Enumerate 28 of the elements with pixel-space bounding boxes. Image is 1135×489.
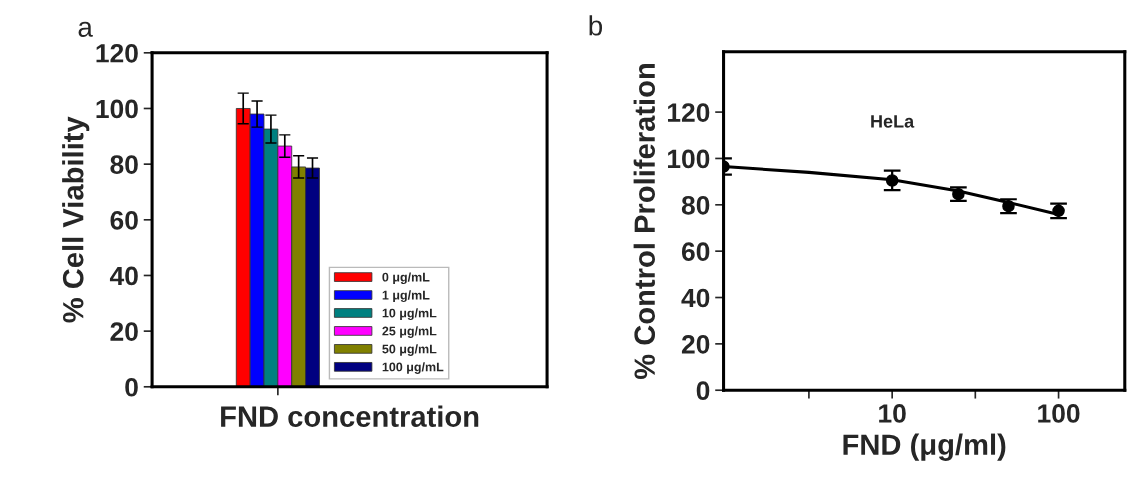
y-tick-label: 20 [681, 335, 710, 354]
y-tick-label: 80 [681, 195, 710, 215]
y-axis-title: % Cell Viability [62, 116, 90, 323]
x-axis-title: FND (μg/ml) [843, 433, 1006, 461]
text: b [589, 15, 603, 36]
y-tick-label: 0 [125, 377, 138, 397]
y-tick-label: 120 [668, 103, 710, 122]
y-tick-label: 80 [110, 155, 138, 174]
y-tick-label: 60 [110, 210, 138, 230]
y-tick-label: 100 [668, 149, 710, 169]
y-tick-label: 40 [681, 288, 710, 308]
x-axis-title: FND concentration [221, 405, 479, 427]
legend-label: 10 μg/mL [382, 308, 437, 321]
y-tick-label: 60 [681, 242, 710, 261]
y-axis-title: % Control Proliferation [633, 64, 656, 380]
legend-label: 100 μg/mL [382, 362, 444, 374]
legend-label: 0 μg/mL [382, 272, 430, 285]
y-tick-label: 100 [96, 99, 138, 119]
y-tick-label: 40 [109, 266, 138, 286]
annotation: HeLa [871, 115, 915, 128]
legend-label: 50 μg/mL [382, 344, 437, 356]
y-tick-label: 20 [110, 322, 138, 341]
text: a [78, 21, 93, 37]
y-tick-label: 120 [96, 43, 138, 63]
legend-label: 25 μg/mL [382, 326, 437, 338]
y-tick-label: 0 [696, 381, 710, 401]
x-tick-label: 10 [879, 404, 906, 423]
legend-label: 1 μg/mL [382, 290, 430, 303]
